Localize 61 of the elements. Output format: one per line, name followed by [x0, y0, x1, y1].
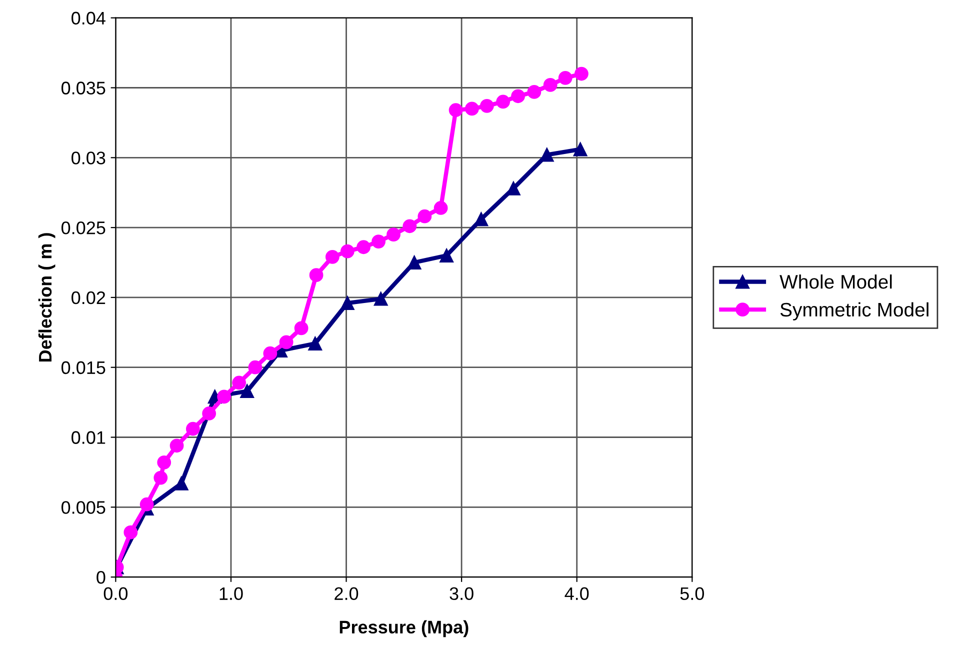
point: [248, 360, 262, 374]
point: [372, 234, 386, 248]
point: [279, 335, 294, 350]
point: [543, 78, 558, 92]
point: [202, 406, 216, 420]
point: [294, 321, 308, 336]
x-axis-title: Pressure (Mpa): [340, 620, 468, 638]
x-tick-label: 1.0: [220, 587, 243, 600]
y-tick-label: 0.005: [61, 501, 106, 514]
legend-label: Whole Model: [780, 274, 892, 289]
y-tick-label: 0.03: [72, 152, 106, 164]
point: [240, 384, 254, 398]
point: [407, 256, 422, 270]
point: [325, 250, 340, 264]
y-tick-label: 0.035: [61, 82, 106, 94]
point: [434, 201, 448, 215]
point: [480, 98, 494, 113]
x-tick-label: 4.0: [564, 587, 589, 600]
point: [464, 102, 479, 116]
point: [573, 142, 588, 156]
point: [474, 212, 488, 226]
point: [232, 376, 246, 390]
y-tick-label: 0.02: [72, 291, 106, 304]
point: [174, 476, 188, 490]
point: [402, 219, 417, 234]
point: [340, 296, 354, 310]
y-axis-title: Deflection ( m ): [38, 233, 56, 362]
point: [186, 422, 200, 436]
point: [440, 248, 454, 262]
y-tick-label: 0.01: [72, 431, 106, 444]
point: [340, 244, 354, 258]
y-tick-label: 0: [96, 570, 106, 584]
y-tick-label: 0.04: [72, 12, 106, 25]
x-tick-label: 5.0: [680, 587, 704, 600]
point: [540, 148, 554, 162]
point: [157, 455, 172, 470]
point: [506, 181, 520, 196]
point: [356, 240, 371, 254]
point: [309, 268, 324, 282]
legend-label: Symmetric Model: [780, 302, 928, 320]
point: [511, 89, 525, 104]
x-tick-label: 2.0: [334, 587, 358, 600]
y-tick-label: 0.015: [61, 361, 106, 374]
point: [448, 103, 463, 118]
y-tick-label: 0.025: [61, 221, 106, 234]
point: [374, 292, 388, 306]
x-tick-label: 0.0: [104, 587, 128, 600]
point: [124, 525, 138, 540]
point: [527, 84, 542, 99]
x-tick-label: 3.0: [450, 587, 474, 600]
point: [418, 209, 432, 224]
point: [308, 336, 322, 351]
point: [496, 94, 510, 109]
point: [574, 66, 588, 81]
point: [154, 470, 168, 485]
point: [263, 346, 278, 360]
point: [217, 390, 231, 404]
point: [170, 438, 184, 453]
point: [386, 228, 400, 242]
point: [558, 71, 572, 85]
point: [140, 497, 154, 512]
